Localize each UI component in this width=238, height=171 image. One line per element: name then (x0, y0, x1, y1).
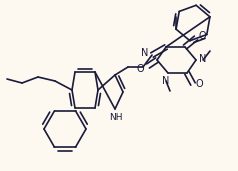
Text: O: O (136, 64, 144, 74)
Text: N: N (199, 54, 207, 64)
Text: O: O (198, 31, 206, 41)
Text: O: O (195, 79, 203, 89)
Text: NH: NH (109, 113, 123, 122)
Text: N: N (141, 48, 149, 58)
Text: N: N (162, 76, 170, 86)
